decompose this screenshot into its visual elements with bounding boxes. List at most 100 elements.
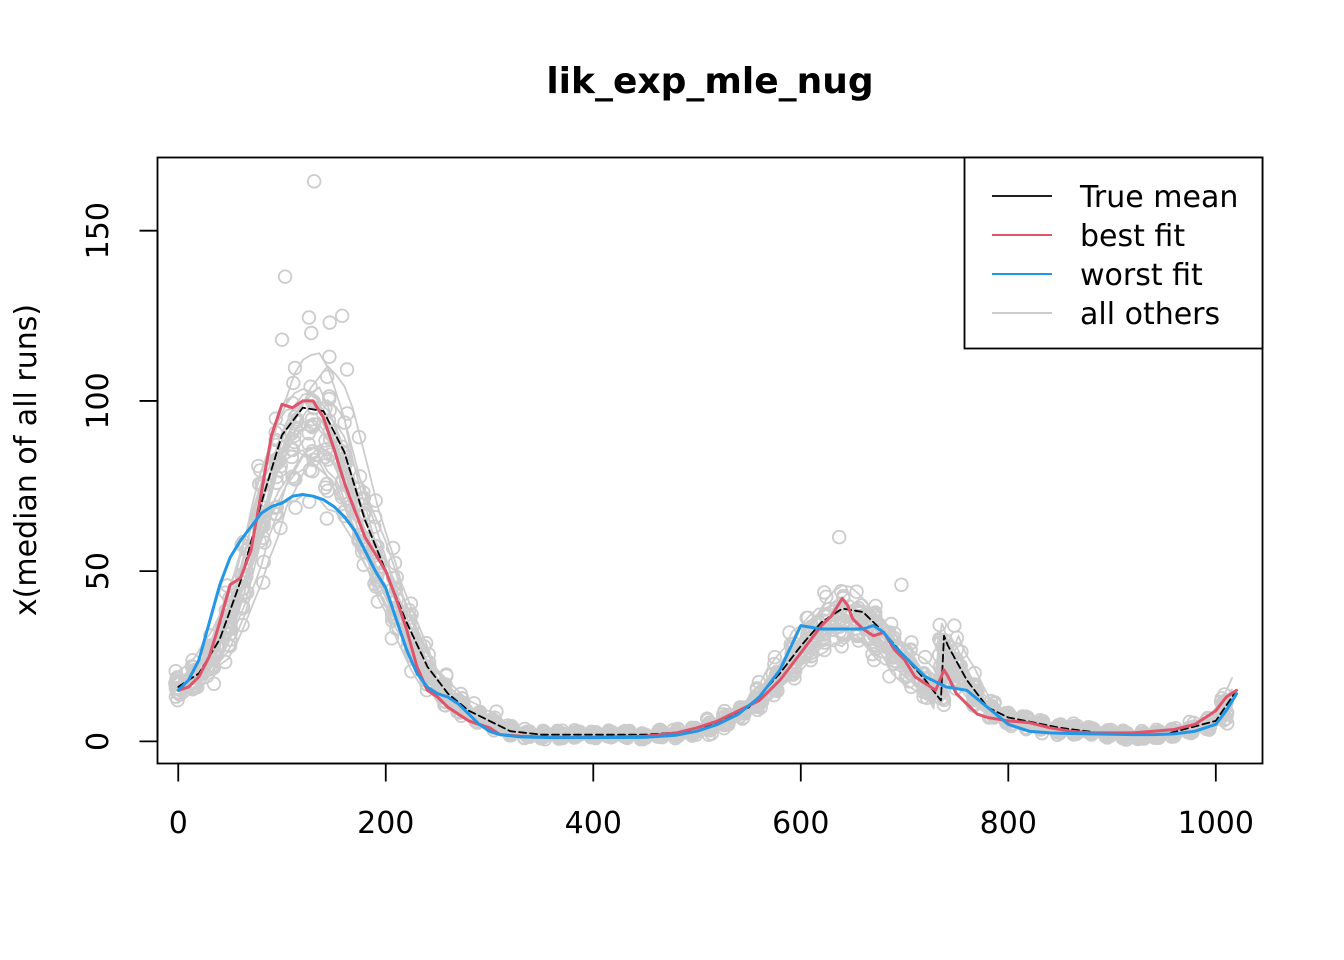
other-run-point [417, 651, 432, 666]
legend-label: best fit [1080, 219, 1185, 254]
other-run-point [868, 598, 883, 614]
other-run-outlier-point [322, 315, 337, 330]
other-run-point [384, 631, 400, 646]
other-run-point [168, 689, 184, 704]
other-run-line [177, 494, 1233, 741]
other-run-point [256, 575, 271, 590]
other-run-point [284, 426, 300, 441]
other-run-point [304, 412, 320, 427]
other-run-point [1001, 705, 1016, 721]
other-run-point [236, 585, 252, 601]
other-run-point [337, 415, 352, 430]
legend-label: True mean [1079, 180, 1238, 215]
other-run-point [284, 449, 300, 465]
other-run-point [769, 664, 785, 680]
other-run-point [887, 626, 902, 641]
other-run-point [286, 471, 301, 486]
other-run-point [917, 649, 933, 665]
other-run-point [865, 646, 880, 662]
other-run-point [937, 652, 952, 667]
other-run-point [305, 444, 320, 459]
y-tick-label: 50 [81, 552, 116, 590]
other-run-point [337, 508, 353, 524]
x-tick-label: 800 [980, 806, 1037, 841]
y-tick-label: 150 [81, 202, 116, 259]
legend: True mean best fit worst fit all others [963, 156, 1264, 350]
x-tick-label: 400 [565, 806, 622, 841]
other-run-point [882, 669, 897, 684]
other-run-point [304, 325, 319, 341]
other-run-point [788, 649, 803, 665]
other-run-point [949, 642, 965, 657]
other-run-point [904, 635, 919, 650]
other-run-point [452, 697, 468, 712]
legend-label: all others [1080, 297, 1220, 332]
other-run-point [256, 554, 272, 570]
y-tick-label: 100 [81, 372, 116, 429]
other-run-point [351, 429, 367, 445]
other-run-point [370, 594, 386, 609]
other-run-point [287, 409, 302, 425]
other-run-point [836, 630, 851, 645]
other-run-point [767, 650, 783, 665]
other-run-point [251, 476, 267, 492]
other-run-outlier-point [947, 618, 962, 633]
other-run-point [967, 679, 982, 695]
main-series-layer [176, 399, 1239, 740]
other-run-point [851, 633, 866, 648]
other-run-point [866, 652, 882, 668]
other-run-point [819, 589, 834, 605]
other-run-point [932, 617, 947, 633]
other-run-point [320, 369, 335, 385]
other-run-point [901, 674, 917, 689]
other-run-outlier-point [831, 529, 847, 545]
other-run-point [849, 584, 864, 599]
other-run-point [273, 520, 288, 536]
other-run-point [339, 362, 355, 377]
other-run-point [351, 481, 367, 497]
other-run-point [320, 483, 335, 499]
other-run-outlier-point [894, 577, 909, 592]
other-run-point [472, 708, 487, 723]
other-run-line [178, 364, 1234, 739]
other-run-point [235, 601, 251, 616]
other-run-outlier-point [277, 269, 293, 284]
other-run-outlier-point [301, 310, 317, 325]
other-run-point [868, 607, 883, 622]
chart-title: lik_exp_mle_nug [546, 61, 873, 102]
other-run-point [1216, 704, 1231, 719]
other-run-point [387, 555, 403, 571]
other-run-point [1103, 722, 1119, 738]
other-run-point [485, 711, 500, 727]
other-run-point [287, 360, 303, 376]
x-tick-label: 0 [169, 806, 188, 841]
legend-box [963, 156, 1264, 350]
other-run-point [450, 704, 465, 719]
other-run-point [322, 391, 337, 407]
legend-label: worst fit [1080, 258, 1203, 293]
other-run-point [303, 379, 318, 394]
other-run-point [301, 426, 316, 441]
other-run-point [919, 690, 935, 706]
other-run-point [836, 588, 851, 604]
other-run-outlier-point [274, 332, 290, 347]
other-run-outlier-point [334, 308, 350, 324]
other-run-point [936, 697, 952, 713]
other-run-point [302, 462, 318, 478]
other-run-point [286, 375, 301, 391]
other-run-point [206, 676, 222, 692]
other-run-point [454, 708, 469, 724]
other-run-point [936, 692, 952, 708]
other-run-point [288, 500, 303, 515]
x-tick-label: 1000 [1178, 806, 1254, 841]
x-tick-label: 600 [772, 806, 829, 841]
other-run-point [322, 349, 337, 365]
x-tick-label: 200 [357, 806, 414, 841]
other-run-point [306, 452, 321, 468]
other-run-point [205, 658, 221, 673]
y-axis-label: x(median of all runs) [9, 304, 44, 616]
other-run-point [319, 511, 335, 526]
other-run-point [353, 497, 369, 513]
other-run-point [385, 540, 401, 556]
